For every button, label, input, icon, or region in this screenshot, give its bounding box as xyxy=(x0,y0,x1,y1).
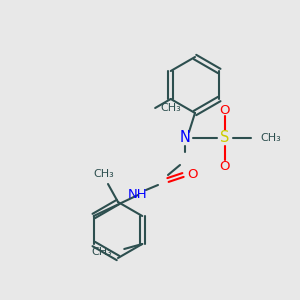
Text: O: O xyxy=(220,160,230,172)
Text: CH₃: CH₃ xyxy=(94,169,114,179)
Text: CH₃: CH₃ xyxy=(160,103,181,113)
Text: N: N xyxy=(180,130,190,146)
Text: CH₃: CH₃ xyxy=(260,133,281,143)
Text: CH₃: CH₃ xyxy=(92,247,112,257)
Text: O: O xyxy=(188,169,198,182)
Text: S: S xyxy=(220,130,230,146)
Text: O: O xyxy=(220,103,230,116)
Text: NH: NH xyxy=(128,188,148,202)
